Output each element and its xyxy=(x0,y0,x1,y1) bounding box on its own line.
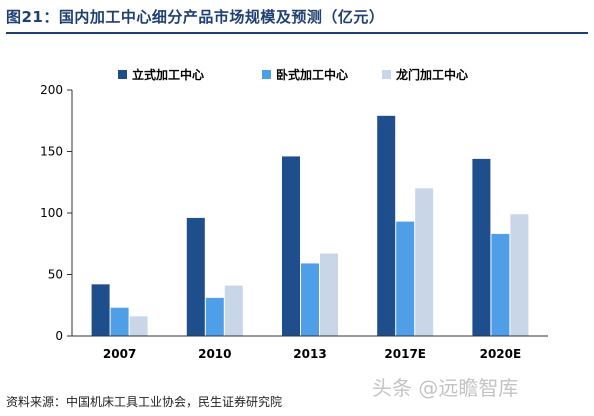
bar xyxy=(377,115,396,336)
bar-chart: 立式加工中心 卧式加工中心 龙门加工中心 0 50 100 150 200 2007 2010… xyxy=(40,67,548,361)
y-tick-label: 0 xyxy=(55,329,63,343)
source-note: 资料来源：中国机床工具工业协会，民生证券研究院 xyxy=(6,395,283,409)
bar xyxy=(320,253,338,336)
bar xyxy=(129,316,148,336)
bar xyxy=(301,263,319,336)
legend-swatch xyxy=(382,70,391,79)
y-tick-label: 50 xyxy=(48,268,63,282)
legend: 立式加工中心 卧式加工中心 龙门加工中心 xyxy=(118,67,468,82)
legend-label: 立式加工中心 xyxy=(132,67,204,82)
legend-swatch xyxy=(262,70,271,79)
bar xyxy=(510,214,529,336)
y-tick-label: 150 xyxy=(40,145,63,159)
legend-label: 龙门加工中心 xyxy=(396,67,468,82)
bars xyxy=(91,115,529,336)
x-tick-label: 2010 xyxy=(198,347,231,361)
legend-label: 卧式加工中心 xyxy=(276,67,348,82)
chart-title: 图21：国内加工中心细分产品市场规模及预测（亿元） xyxy=(6,8,385,26)
bar xyxy=(186,217,205,336)
y-tick-label: 100 xyxy=(40,206,63,220)
title-underline xyxy=(6,32,588,34)
x-tick-label: 2017E xyxy=(384,347,426,361)
bar xyxy=(91,284,110,336)
legend-swatch xyxy=(118,70,127,79)
bar xyxy=(491,233,510,336)
watermark: 头条 @远瞻智库 xyxy=(372,376,519,400)
bar xyxy=(224,285,243,336)
y-tick-label: 200 xyxy=(40,83,63,97)
bar xyxy=(415,188,434,336)
bar xyxy=(282,156,300,336)
x-tick-label: 2020E xyxy=(480,347,522,361)
x-axis: 2007 2010 2013 2017E 2020E xyxy=(72,335,548,361)
x-tick-label: 2013 xyxy=(293,347,326,361)
bar xyxy=(396,221,415,336)
x-tick-label: 2007 xyxy=(103,347,136,361)
y-axis: 0 50 100 150 200 xyxy=(40,83,73,343)
bar xyxy=(472,158,491,336)
bar xyxy=(110,307,129,336)
bar xyxy=(205,297,224,336)
